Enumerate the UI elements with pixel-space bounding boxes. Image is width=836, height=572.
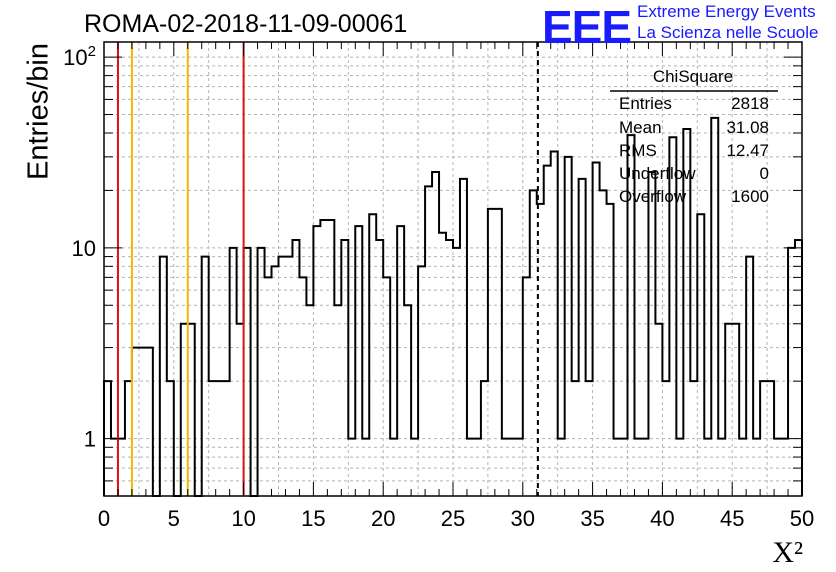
stats-label: Overflow [619,187,687,206]
histogram-bin [258,248,265,496]
x-tick-label: 40 [650,506,674,531]
histogram-bin [683,129,690,496]
histogram-bin [404,305,411,496]
histogram-bin [593,163,600,496]
histogram-bin [446,240,453,496]
stats-row-overflow: Overflow 1600 [619,187,769,207]
y-tick-label-exponent: 2 [88,43,96,60]
x-tick-label: 35 [580,506,604,531]
histogram-bin [530,190,537,496]
histogram-layer [103,116,803,497]
stats-row-underflow: Underflow 0 [619,164,769,184]
histogram-bin [376,240,383,496]
histogram-bin [655,324,662,496]
x-tick-label: 25 [441,506,465,531]
eee-logo-line1: Extreme Energy Events [637,2,816,21]
x-tick-label: 50 [790,506,814,531]
y-tick-label: 1 [84,427,96,452]
histogram-bin [139,348,146,496]
stats-row-mean: Mean 31.08 [619,118,769,138]
stats-label: Underflow [619,164,696,183]
histogram-bin [292,240,299,496]
histogram-bin [306,305,313,496]
histogram-bin [146,348,153,496]
histogram-bin [132,348,139,496]
histogram-bin [341,240,348,496]
y-tick-label: 102 [63,43,96,70]
histogram-bin [788,248,795,496]
histogram-bin [265,277,272,496]
stats-label: RMS [619,141,657,160]
stats-row-entries: Entries 2818 [619,94,769,114]
x-tick-label: 5 [168,506,180,531]
histogram-bin [188,324,195,496]
histogram-bin [299,277,306,496]
x-tick-label: 15 [301,506,325,531]
histogram-bin [425,186,432,496]
stats-value: 0 [759,164,769,183]
histogram-bin [279,257,286,496]
histogram-outline [103,116,803,497]
stats-label: Entries [619,94,672,113]
histogram-bin [383,277,390,496]
chart-title: ROMA-02-2018-11-09-00061 [84,10,408,38]
histogram-bin [244,248,251,496]
histogram-bin [495,209,502,496]
histogram-bin [579,179,586,496]
y-axis-label: Entries/bin [22,43,55,181]
y-tick-label: 10 [72,236,96,261]
histogram-bin [523,277,530,496]
histogram-bin [746,257,753,496]
histogram-bin [230,248,237,496]
histogram-bin [460,179,467,496]
eee-logo-line2: La Scienza nelle Scuole [637,23,819,42]
stats-value: 12.47 [726,141,769,160]
stats-title: ChiSquare [652,67,734,86]
stats-value: 2818 [731,94,769,113]
histogram-bin [181,324,188,496]
x-tick-label: 20 [371,506,395,531]
reference-lines-layer [116,42,539,496]
stats-row-rms: RMS 12.47 [619,141,769,161]
stats-value: 1600 [731,187,769,206]
histogram-bin [732,324,739,496]
stats-label: Mean [619,118,662,137]
histogram-bin [488,209,495,496]
histogram-bin [453,248,460,496]
x-axis-label: X² [772,536,803,569]
histogram-bin [565,157,572,496]
histogram-bin [725,324,732,496]
x-tick-label: 0 [98,506,110,531]
histogram-bin [439,233,446,496]
histogram-bin [334,305,341,496]
histogram-bin [320,220,327,496]
histogram-bin [600,190,607,496]
x-tick-label: 30 [511,506,535,531]
x-tick-label: 10 [231,506,255,531]
histogram-bin [285,257,292,496]
x-tick-label: 45 [720,506,744,531]
histogram-bin [160,257,167,496]
histogram-bin [327,220,334,496]
histogram-bin [237,324,244,496]
histogram-bin [544,166,551,496]
eee-logo: EEE [542,1,632,53]
histogram-bin [202,257,209,496]
stats-value: 31.08 [726,118,769,137]
histogram-bin [795,240,802,496]
